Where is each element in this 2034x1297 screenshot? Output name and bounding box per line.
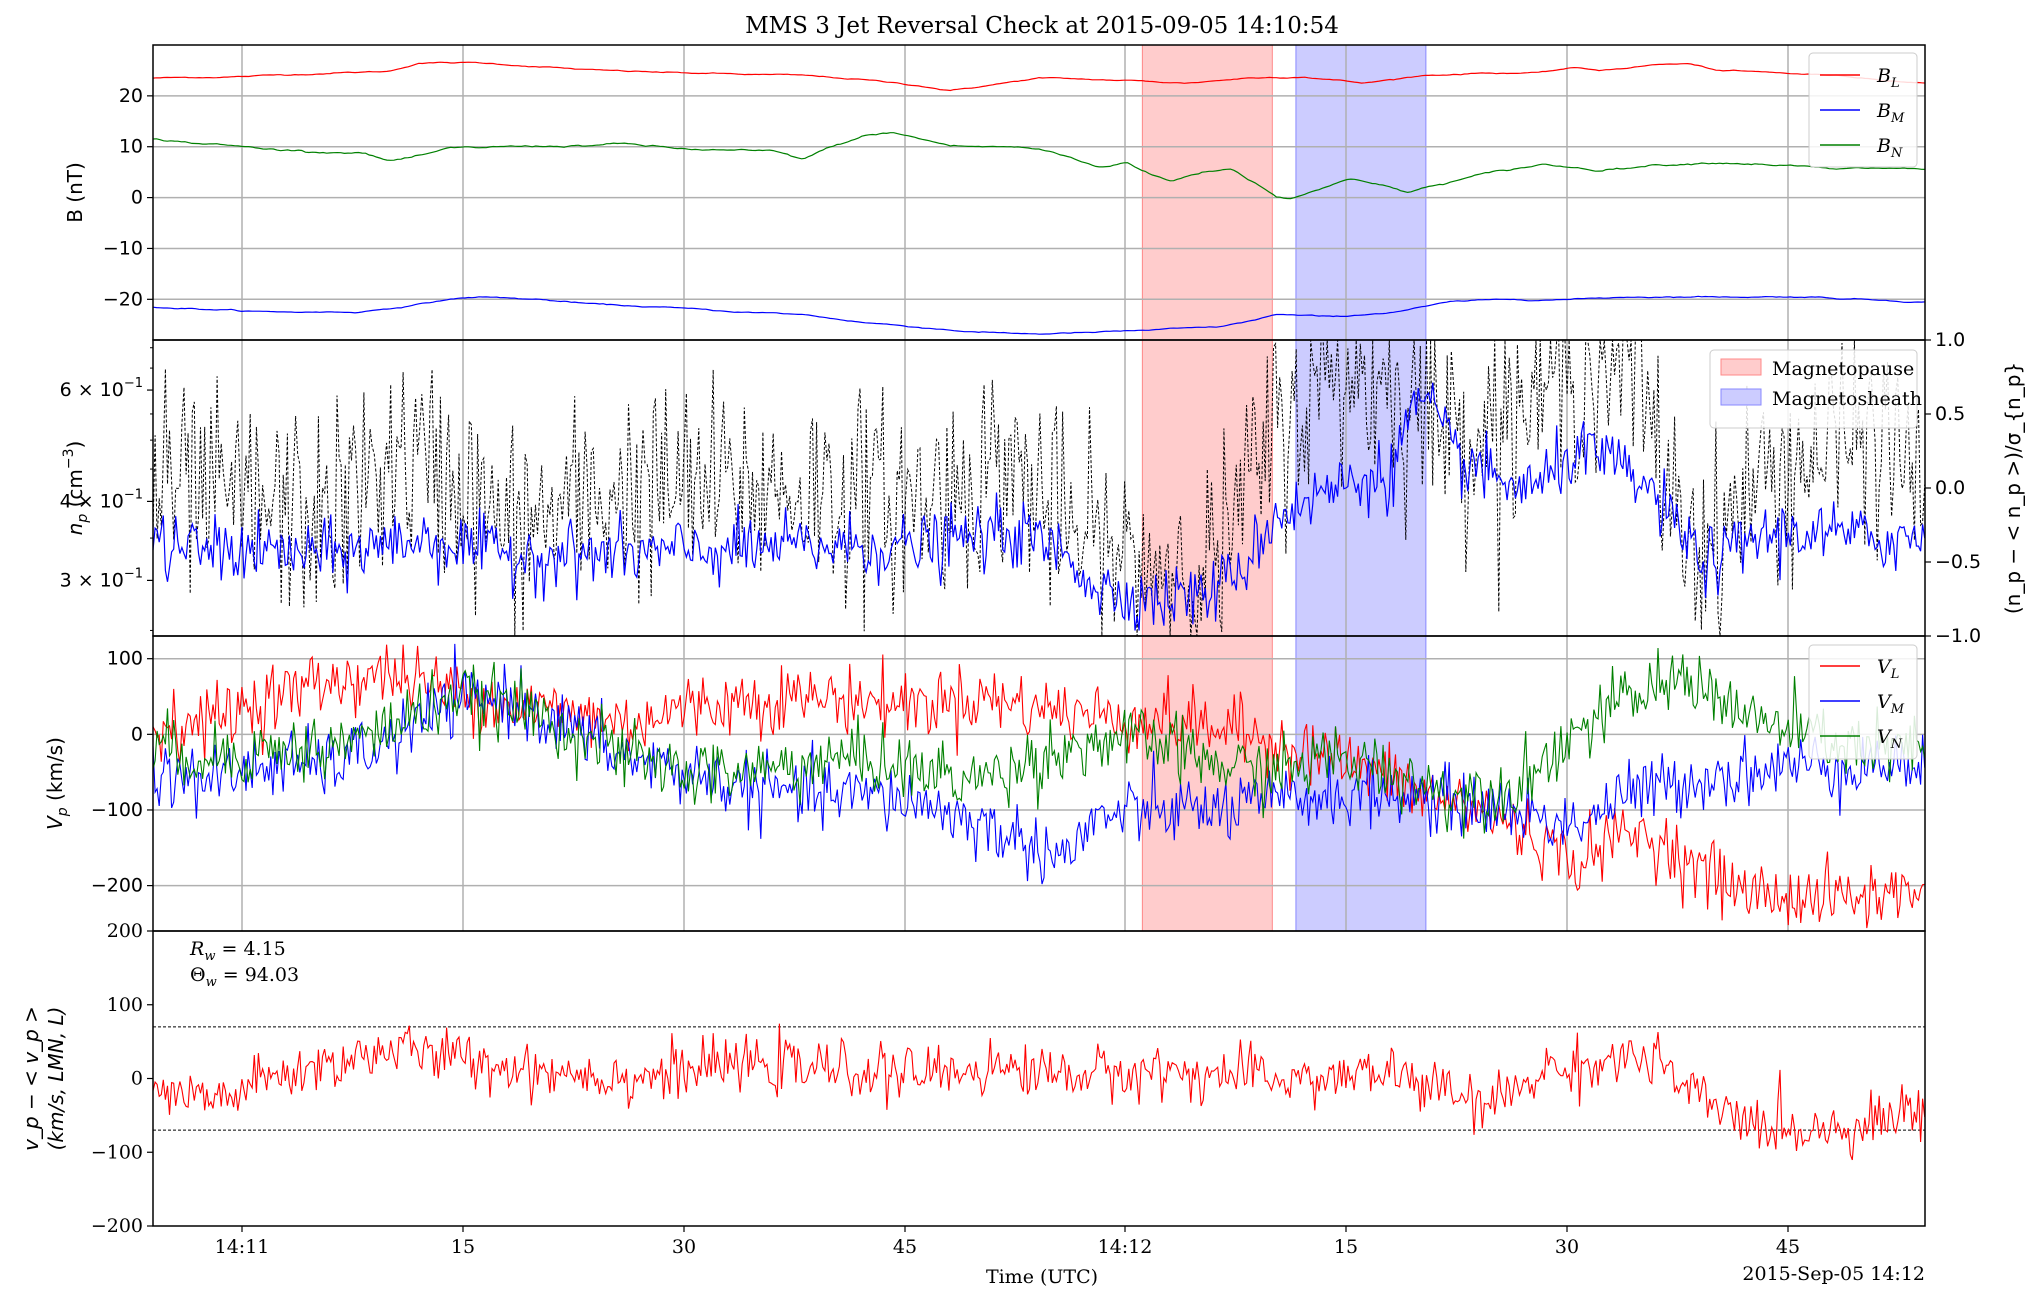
y-tick-label: 200 — [107, 920, 143, 942]
y-tick-label: 0 — [131, 187, 143, 209]
vl-line — [152, 644, 1925, 929]
y-axis-label: B (nT) — [63, 162, 87, 223]
y-right-tick-label: 1.0 — [1935, 329, 1965, 351]
legend-box — [1808, 52, 1918, 168]
legend-b: BL BM BN — [1808, 52, 1918, 168]
bn-line — [152, 132, 1926, 200]
x-tick-label: 14:12 — [1098, 1236, 1153, 1258]
y-right-tick-label: 0.5 — [1935, 403, 1965, 425]
y-tick-label: −100 — [91, 799, 143, 821]
y-tick-label: 0 — [131, 1068, 143, 1090]
legend-label: Magnetopause — [1772, 358, 1914, 380]
x-tick-label: 14:11 — [215, 1236, 270, 1258]
x-tick-label: 15 — [1334, 1236, 1358, 1258]
theta-w-annotation: Θw = 94.03 — [190, 964, 299, 990]
y-tick-label: −20 — [103, 288, 143, 310]
y-axis-label: np (cm−3) — [61, 441, 91, 536]
y-right-tick-label: 0.0 — [1935, 477, 1965, 499]
y-tick-label: 20 — [119, 85, 143, 107]
legend-v: VL VM VN — [1808, 644, 1918, 760]
y-tick-label: −100 — [91, 1141, 143, 1163]
bl-line — [152, 61, 1926, 92]
y-right-tick-label: −1.0 — [1935, 625, 1981, 647]
y-axis-label: Vp (km/s) — [43, 737, 71, 830]
y-tick-label: −10 — [103, 237, 143, 259]
x-axis-label: Time (UTC) — [986, 1266, 1098, 1288]
y-right-axis-label: (n_p − < n_p >)/σ_{n_p} — [2001, 362, 2025, 614]
y-axis-label-line2: (km/s, LMN, L) — [44, 1007, 68, 1151]
chart-title: MMS 3 Jet Reversal Check at 2015-09-05 1… — [745, 13, 1339, 39]
legend-box — [1709, 349, 1918, 429]
normalized-density-line — [152, 339, 1926, 637]
legend-label: VL — [1877, 656, 1899, 682]
legend-label: BN — [1876, 135, 1903, 161]
y-tick-label: −200 — [91, 1215, 143, 1237]
x-tick-label: 30 — [672, 1236, 696, 1258]
y-axis-label-line1: v_p − < v_p > — [19, 1006, 43, 1151]
vn-line — [152, 647, 1926, 839]
legend-swatch — [1720, 358, 1762, 376]
delta-v-line — [152, 1023, 1926, 1161]
legend-swatch — [1720, 388, 1762, 406]
legend-label: BL — [1876, 65, 1900, 91]
legend-box — [1808, 644, 1918, 760]
y-tick-label: 0 — [131, 723, 143, 745]
x-tick-label: 45 — [893, 1236, 917, 1258]
date-label: 2015-Sep-05 14:12 — [1742, 1263, 1925, 1285]
rw-annotation: Rw = 4.15 — [189, 938, 286, 964]
legend-label: VM — [1877, 691, 1905, 717]
y-tick-label: 100 — [107, 994, 143, 1016]
y-tick-label: 100 — [107, 648, 143, 670]
y-tick-label: 4 × 10−1 — [60, 487, 143, 512]
y-tick-label: −200 — [91, 875, 143, 897]
y-right-tick-label: −0.5 — [1935, 551, 1981, 573]
legend-regions: Magnetopause Magnetosheath — [1709, 349, 1922, 429]
y-tick-label: 6 × 10−1 — [60, 376, 143, 401]
x-tick-label: 30 — [1555, 1236, 1579, 1258]
legend-label: BM — [1876, 100, 1905, 126]
y-tick-label: 10 — [119, 136, 143, 158]
panel-frame — [152, 930, 1926, 1227]
bm-line — [152, 295, 1926, 335]
legend-label: VN — [1877, 726, 1903, 752]
x-tick-label: 45 — [1776, 1236, 1800, 1258]
x-tick-label: 15 — [451, 1236, 475, 1258]
density-line — [152, 382, 1926, 631]
legend-label: Magnetosheath — [1772, 388, 1922, 410]
y-tick-label: 3 × 10−1 — [60, 566, 143, 591]
